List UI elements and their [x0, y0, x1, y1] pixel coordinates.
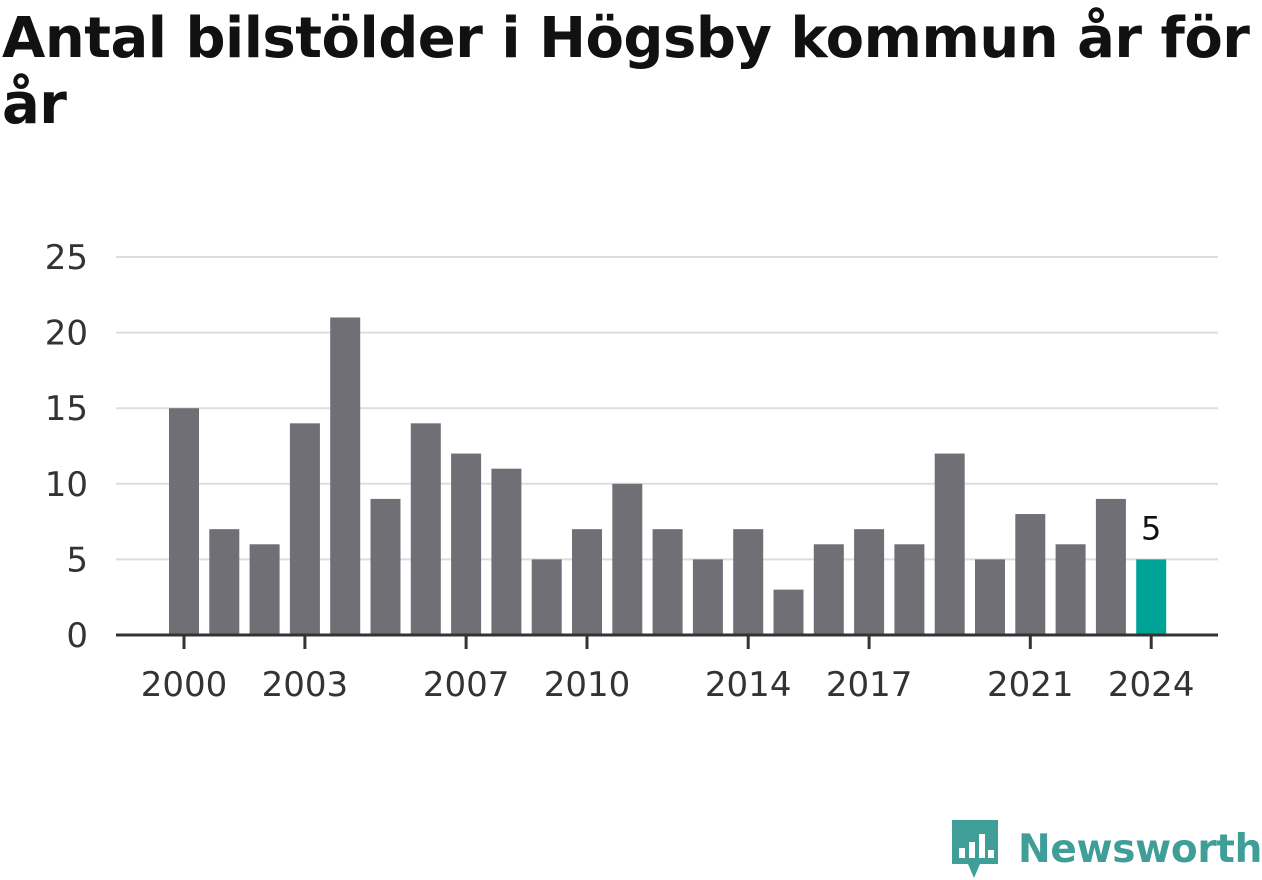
bar-2015: [773, 589, 804, 635]
y-tick-label-25: 25: [45, 238, 88, 278]
bar-2007: [451, 453, 482, 635]
grid-lines: [116, 256, 1218, 561]
bar-2006: [410, 423, 441, 635]
newsworthy-chart-bubble-icon: [952, 820, 998, 878]
chart-title: Antal bilstölder i Högsby kommun år för …: [2, 6, 1250, 137]
bar-2018: [894, 544, 925, 635]
y-tick-label-10: 10: [45, 465, 88, 505]
y-tick-label-5: 5: [66, 540, 88, 580]
data-labels: 5: [1141, 509, 1161, 547]
bar-2002: [249, 544, 280, 635]
bar-2020: [975, 559, 1005, 635]
brand-name: Newsworthy: [1018, 826, 1262, 872]
y-tick-label-20: 20: [45, 314, 88, 354]
x-tick-label-2024: 2024: [1108, 665, 1195, 705]
bar-2024: [1136, 559, 1167, 635]
bar-2001: [209, 529, 240, 635]
bar-2010: [572, 529, 602, 635]
bar-2011: [612, 483, 643, 635]
bar-2004: [330, 317, 361, 635]
x-tick-label-2003: 2003: [262, 665, 349, 705]
bar-2023: [1095, 498, 1126, 635]
x-tick-label-2007: 2007: [423, 665, 510, 705]
data-label-2024: 5: [1141, 509, 1161, 547]
x-tick-label-2021: 2021: [987, 665, 1074, 705]
newsworthy-logo: Newsworthy: [950, 818, 1262, 880]
bar-2009: [531, 559, 562, 635]
bars: [169, 317, 1167, 635]
y-tick-label-0: 0: [66, 616, 88, 656]
x-axis-ticks: 2000 2003 2007 2010 2014 2017 2021 2024: [141, 635, 1195, 705]
x-tick-label-2000: 2000: [141, 665, 228, 705]
y-tick-label-15: 15: [45, 389, 88, 429]
bar-2005: [370, 498, 401, 635]
bar-2019: [934, 453, 965, 635]
y-axis-ticks: 0 5 10 15 20 25: [45, 238, 88, 656]
bar-2013: [692, 559, 723, 635]
bar-2016: [813, 544, 844, 635]
bar-2003: [289, 423, 320, 635]
bar-2008: [491, 468, 522, 635]
x-tick-label-2014: 2014: [705, 665, 792, 705]
bar-2021: [1015, 514, 1046, 635]
bar-2022: [1055, 544, 1086, 635]
bar-2012: [652, 529, 683, 635]
bar-2017: [854, 529, 885, 635]
x-tick-label-2017: 2017: [826, 665, 913, 705]
bar-2000: [169, 408, 199, 635]
x-tick-label-2010: 2010: [544, 665, 631, 705]
bar-2014: [733, 529, 764, 635]
